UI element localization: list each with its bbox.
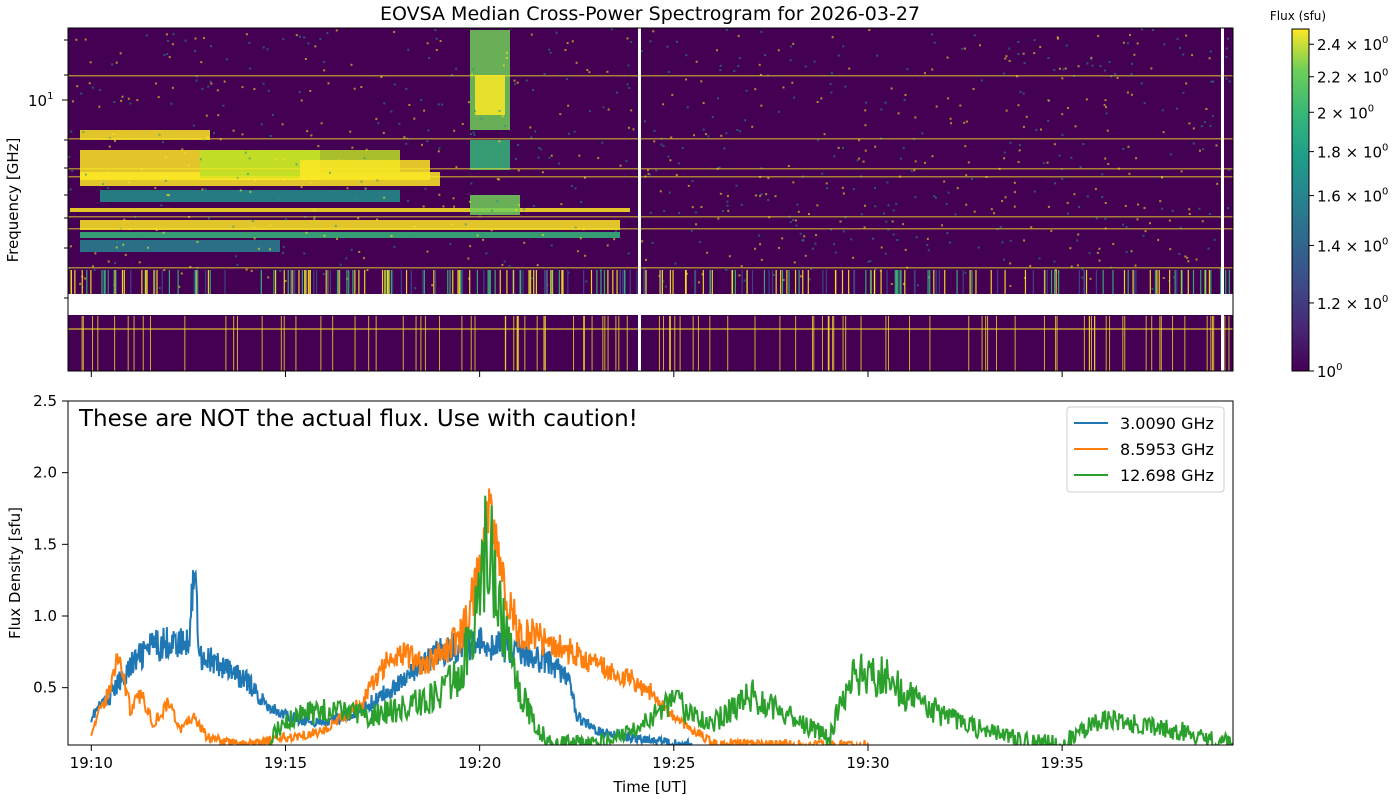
colorbar-tick-label: 1.8 × 100 [1317,143,1388,162]
flux-x-tick-label: 19:15 [264,754,307,772]
flux-series-line [268,495,1233,745]
spectrogram-gap-col-2 [1221,28,1224,371]
flux-plot-frame [67,400,1234,746]
colorbar-tick-label: 2.4 × 100 [1317,35,1388,54]
spectrogram-title: EOVSA Median Cross-Power Spectrogram for… [380,3,920,25]
flux-y-tick-label: 0.5 [33,679,57,697]
colorbar-tick-label: 100 [1317,362,1342,381]
spectrogram-y-ticks [62,39,68,299]
flux-x-axis-label: Time [UT] [612,778,686,796]
colorbar-ticks: 100 1.2 × 100 1.4 × 100 1.6 × 100 1.8 × 100 2… [1309,35,1388,381]
flux-legend: 3.0090 GHz 8.5953 GHz 12.698 GHz [1066,406,1225,493]
spectrogram-gap-col-1 [638,28,641,371]
flux-series [90,488,1233,745]
flux-x-ticks: 19:10 19:15 19:20 19:25 19:30 19:35 [70,745,1084,772]
colorbar-tick-label: 2 × 100 [1317,103,1374,122]
flux-y-ticks: 0.5 1.0 1.5 2.0 2.5 [33,392,68,697]
flux-series-line [90,488,869,745]
spectrogram-frame [67,27,1234,372]
colorbar-tick-label: 1.6 × 100 [1317,187,1388,206]
spectrogram-bands [68,28,1233,290]
colorbar-tick-label: 2.2 × 100 [1317,68,1388,87]
colorbar [1291,28,1310,372]
flux-series-line [90,569,693,745]
spectrogram-y-axis-label: Frequency [GHz] [4,138,22,263]
colorbar-tick-label: 1.2 × 100 [1317,294,1388,313]
colorbar-tick-label: 1.4 × 100 [1317,236,1388,255]
flux-y-axis-label: Flux Density [sfu] [6,507,24,639]
colorbar-label: Flux (sfu) [1270,9,1326,23]
flux-x-tick-label: 19:35 [1041,754,1084,772]
spectrogram-y-tick-label: 101 [28,91,53,110]
flux-x-tick-label: 19:20 [458,754,501,772]
legend-box [1066,406,1225,493]
spectrogram-rfi-lines [68,270,1233,371]
flux-y-tick-label: 2.5 [33,392,57,410]
flux-x-tick-label: 19:25 [652,754,695,772]
legend-label-3: 12.698 GHz [1120,466,1214,485]
flux-x-tick-label: 19:10 [70,754,113,772]
flux-y-tick-label: 2.0 [33,464,57,482]
spectrogram-x-ticks [90,371,1063,377]
spectrogram-image [68,28,1233,371]
spectrogram-gap [68,294,1233,315]
flux-y-tick-label: 1.5 [33,535,57,553]
flux-annotation: These are NOT the actual flux. Use with … [78,406,638,432]
flux-x-tick-label: 19:30 [846,754,889,772]
legend-label-1: 3.0090 GHz [1120,414,1214,433]
flux-y-tick-label: 1.0 [33,607,57,625]
legend-label-2: 8.5953 GHz [1120,440,1214,459]
